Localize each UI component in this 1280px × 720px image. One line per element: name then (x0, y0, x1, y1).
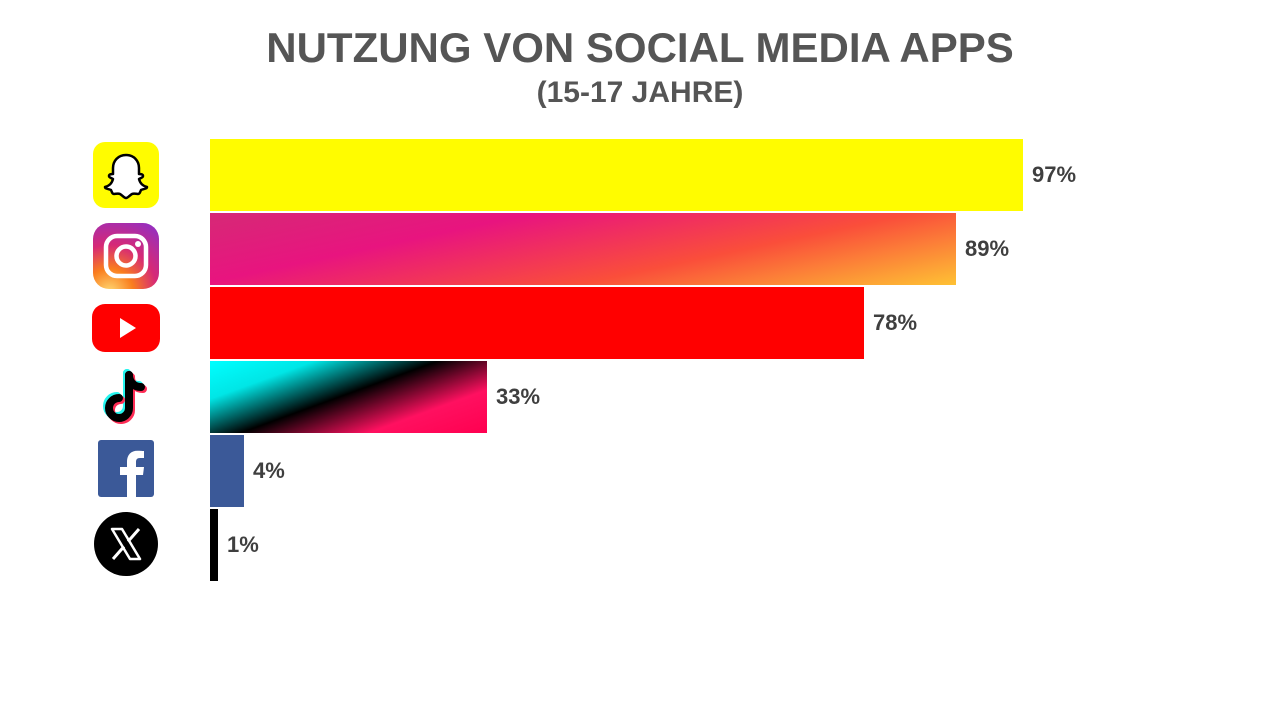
chart-subtitle: (15-17 JAHRE) (536, 76, 744, 109)
bar-snapchat (210, 139, 1023, 211)
bar-instagram (210, 213, 956, 285)
youtube-icon (92, 304, 160, 352)
snapchat-icon (93, 142, 159, 208)
facebook-icon (98, 440, 154, 497)
chart-title: NUTZUNG VON SOCIAL MEDIA APPS (266, 24, 1014, 71)
instagram-icon (93, 223, 159, 289)
x-icon (94, 512, 158, 576)
value-label-tiktok: 33% (496, 384, 541, 409)
value-label-facebook: 4% (253, 458, 285, 483)
bar-youtube (210, 287, 864, 359)
bar-facebook (210, 435, 244, 507)
bar-x (210, 509, 218, 581)
value-label-x: 1% (227, 532, 259, 557)
tiktok-icon (103, 369, 147, 424)
value-label-youtube: 78% (873, 310, 918, 335)
value-label-snapchat: 97% (1032, 162, 1077, 187)
bar-tiktok (210, 361, 487, 433)
value-label-instagram: 89% (965, 236, 1010, 261)
